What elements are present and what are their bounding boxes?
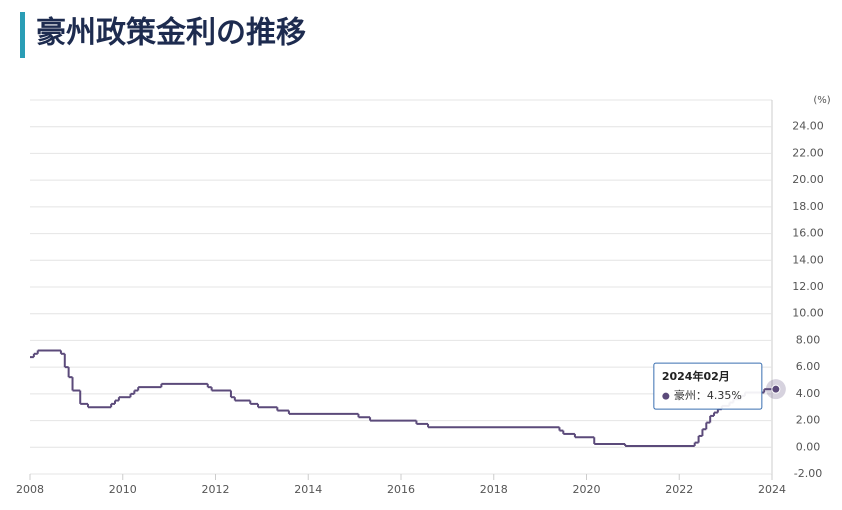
x-tick-label: 2018 [480,483,508,496]
tooltip-title: 2024年02月 [662,369,730,383]
x-tick-label: 2020 [573,483,601,496]
tooltip [653,362,763,410]
y-tick-label: 14.00 [792,253,824,266]
x-tick-label: 2016 [387,483,415,496]
x-tick-label: 2010 [109,483,137,496]
chart-title: 豪州政策金利の推移 [36,16,306,51]
x-tick-label: 2012 [202,483,230,496]
y-tick-label: 8.00 [796,333,821,346]
title-accent [20,12,25,58]
y-tick-label: 20.00 [792,173,824,186]
hover-point [771,384,781,394]
series-line [30,349,779,447]
tooltip-marker [662,392,670,400]
y-tick-label: 6.00 [796,360,821,373]
y-tick-label: 12.00 [792,280,824,293]
y-unit: (%) [813,95,830,106]
y-tick-label: 24.00 [792,120,824,133]
y-tick-label: 22.00 [792,146,824,159]
y-tick-label: 4.00 [796,387,821,400]
x-tick-label: 2014 [294,483,322,496]
y-tick-label: 2.00 [796,414,821,427]
y-tick-label: 16.00 [792,227,824,240]
x-tick-label: 2008 [16,483,44,496]
tooltip-label: 豪州：4.35% [674,388,742,402]
y-tick-label: -2.00 [794,467,822,480]
y-tick-label: 10.00 [792,307,824,320]
x-tick-label: 2024 [758,483,786,496]
y-tick-label: 0.00 [796,440,821,453]
x-tick-label: 2022 [665,483,693,496]
y-tick-label: 18.00 [792,200,824,213]
